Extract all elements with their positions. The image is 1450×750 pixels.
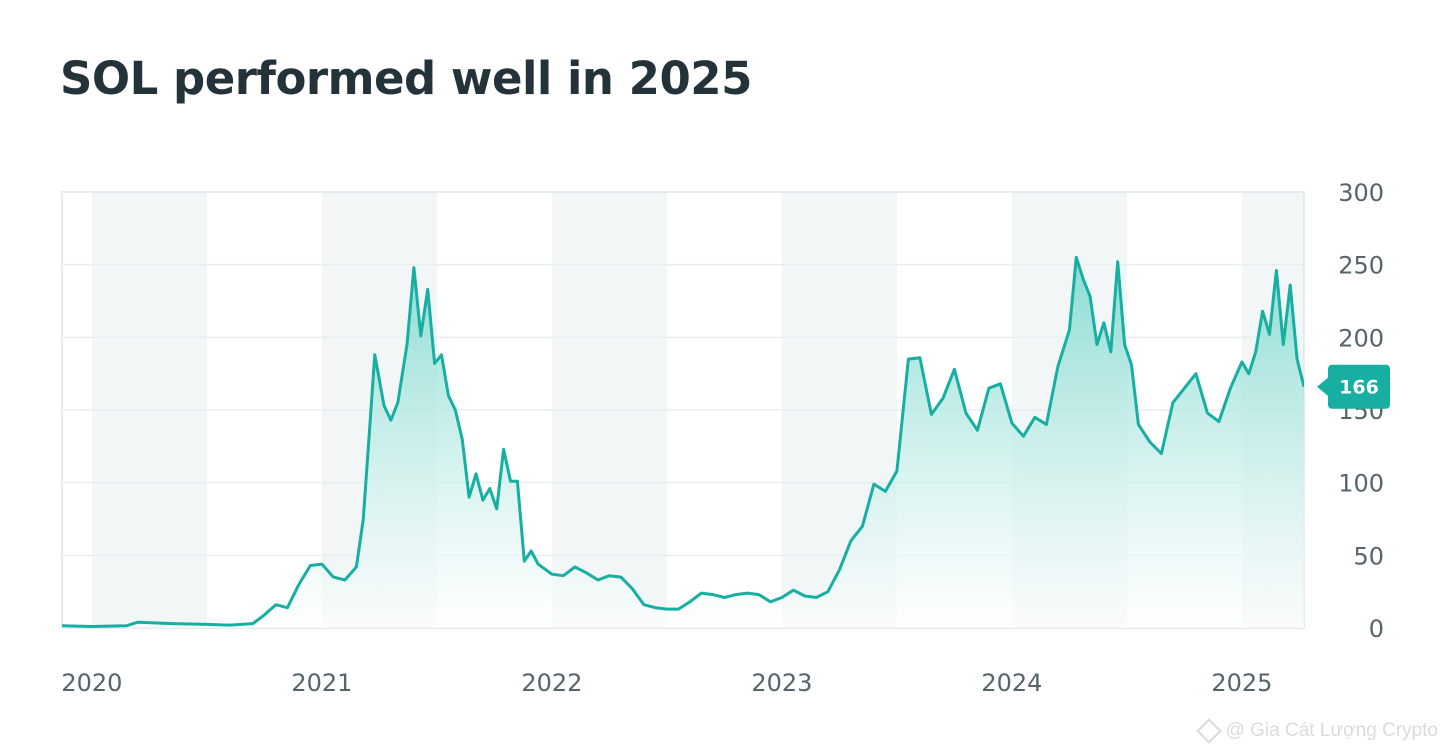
y-tick-label: 300 — [1338, 179, 1384, 207]
x-tick-label: 2020 — [61, 669, 122, 697]
y-tick-label: 200 — [1338, 324, 1384, 352]
diamond-logo-icon — [1195, 718, 1222, 744]
last-value-badge — [1328, 364, 1390, 409]
last-value-label: 166 — [1339, 377, 1379, 399]
price-area — [62, 257, 1304, 628]
chart-title: SOL performed well in 2025 — [60, 52, 752, 105]
watermark-text: @ Gia Cát Lượng Crypto — [1225, 720, 1438, 741]
last-value-pointer — [1317, 376, 1329, 397]
y-tick-label: 50 — [1353, 542, 1384, 570]
y-tick-label: 0 — [1369, 615, 1384, 643]
price-line — [62, 255, 1304, 628]
x-tick-label: 2024 — [981, 669, 1042, 697]
y-tick-label: 250 — [1338, 252, 1384, 280]
x-tick-label: 2023 — [751, 669, 812, 697]
x-tick-label: 2021 — [291, 669, 352, 697]
watermark: @ Gia Cát Lượng Crypto — [1195, 718, 1438, 744]
x-tick-label: 2025 — [1211, 669, 1272, 697]
x-tick-label: 2022 — [521, 669, 582, 697]
x-axis: 2020 2021 2022 2023 2024 2025 — [61, 669, 1272, 697]
y-tick-label: 100 — [1338, 470, 1384, 498]
